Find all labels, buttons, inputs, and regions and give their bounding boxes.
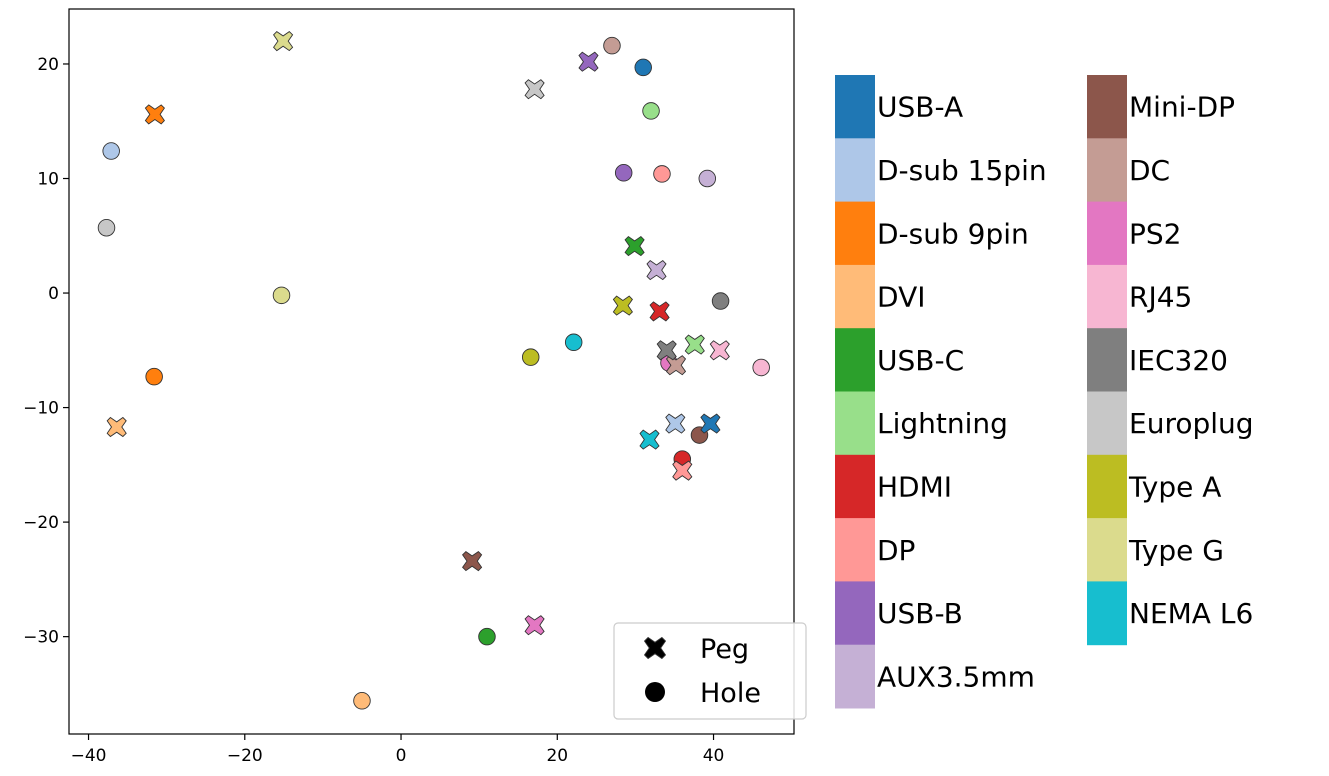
legend-label-usb-c: USB-C — [877, 344, 964, 377]
legend-label-dvi: DVI — [877, 281, 925, 314]
y-tick-label: 0 — [48, 284, 59, 304]
x-tick-label: 0 — [396, 746, 407, 766]
legend-swatch-usb-b — [835, 581, 875, 646]
plot-frame — [68, 8, 795, 735]
legend-label-hdmi: HDMI — [877, 470, 952, 503]
legend-label-peg: Peg — [700, 634, 749, 665]
connector-color-legend: USB-A D-sub 15pin D-sub 9pin DVI USB-C Lightn… — [835, 75, 1254, 709]
data-markers — [97, 31, 770, 710]
x-tick-label: 20 — [546, 746, 568, 766]
legend-label-dc: DC — [1129, 154, 1170, 187]
peg-point-usb-a — [700, 413, 721, 434]
legend-label-nema-l6: NEMA L6 — [1129, 597, 1253, 630]
hole-point-type-g — [272, 286, 291, 305]
hole-point-d-sub-9pin — [145, 367, 163, 386]
legend-label-hole: Hole — [700, 678, 761, 709]
legend-label-usb-a: USB-A — [877, 91, 963, 124]
legend-swatch-type-a — [1087, 454, 1127, 519]
peg-point-ps2 — [524, 615, 545, 636]
legend-label-rj45: RJ45 — [1129, 281, 1192, 314]
hole-point-dvi — [353, 692, 371, 710]
legend-swatch-aux3-5mm — [835, 644, 875, 709]
peg-point-d-sub-9pin — [144, 104, 165, 125]
peg-point-type-g — [273, 31, 294, 52]
hole-point-dp — [653, 165, 671, 183]
legend-swatch-mini-dp — [1087, 75, 1127, 139]
peg-point-hdmi — [649, 301, 670, 322]
y-tick-label: 10 — [37, 170, 59, 190]
axis-ticks: −40 −20 0 20 40 20 10 0 −10 −20 −30 — [23, 55, 724, 766]
hole-point-lightning — [642, 102, 660, 120]
legend-swatch-iec320 — [1087, 328, 1127, 392]
hole-point-usb-c — [478, 627, 496, 646]
hole-point-aux3-5mm — [698, 169, 717, 188]
legend-swatch-dp — [835, 518, 875, 582]
hole-point-dc — [603, 36, 621, 55]
legend-label-usb-b: USB-B — [877, 597, 963, 630]
peg-marker-symbol — [643, 636, 667, 660]
peg-point-dvi — [106, 416, 127, 438]
legend-label-aux3-5mm: AUX3.5mm — [877, 660, 1035, 693]
hole-point-iec320 — [711, 292, 730, 310]
hole-point-rj45 — [752, 358, 770, 377]
y-tick-label: 20 — [37, 55, 59, 75]
legend-label-iec320: IEC320 — [1129, 344, 1228, 377]
peg-point-rj45 — [709, 340, 730, 361]
hole-point-usb-b — [614, 164, 633, 182]
hole-point-type-a — [521, 348, 540, 366]
peg-point-dp — [672, 460, 693, 481]
y-tick-label: −20 — [23, 513, 59, 533]
peg-point-type-a — [612, 295, 633, 316]
peg-point-usb-b — [578, 51, 599, 72]
legend-label-europlug: Europlug — [1129, 407, 1254, 440]
legend-label-ps2: PS2 — [1129, 217, 1181, 250]
legend-label-mini-dp: Mini-DP — [1129, 91, 1235, 124]
peg-point-nema-l6 — [639, 429, 660, 450]
peg-point-mini-dp — [462, 551, 483, 572]
peg-point-usb-c — [624, 236, 645, 257]
legend-swatch-nema-l6 — [1087, 581, 1127, 646]
legend-label-type-g: Type G — [1128, 534, 1224, 567]
hole-point-d-sub-15pin — [102, 142, 120, 160]
legend-label-d-sub-15pin: D-sub 15pin — [877, 154, 1047, 187]
peg-point-lightning — [684, 334, 705, 355]
y-tick-label: −10 — [23, 399, 59, 419]
legend-swatch-europlug — [1087, 391, 1127, 456]
legend-swatch-d-sub-15pin — [835, 138, 875, 203]
legend-swatch-dvi — [835, 264, 875, 329]
hole-marker-symbol — [645, 682, 665, 702]
legend-swatch-ps2 — [1087, 201, 1127, 266]
y-tick-label: −30 — [23, 628, 59, 648]
legend-swatch-usb-c — [835, 328, 875, 392]
legend-swatch-usb-a — [835, 75, 875, 139]
hole-point-nema-l6 — [564, 333, 583, 352]
peg-point-europlug — [524, 79, 545, 100]
legend-swatch-type-g — [1087, 518, 1127, 582]
legend-label-lightning: Lightning — [877, 407, 1008, 440]
hole-point-usb-a — [634, 58, 652, 77]
legend-swatch-lightning — [835, 391, 875, 456]
peg-point-iec320 — [656, 340, 677, 361]
peg-point-dc — [665, 355, 687, 376]
legend-swatch-hdmi — [835, 454, 875, 519]
legend-swatch-rj45 — [1087, 264, 1127, 329]
marker-shape-legend: Peg Hole — [613, 622, 807, 720]
legend-label-type-a: Type A — [1128, 470, 1221, 503]
peg-point-aux3-5mm — [646, 260, 667, 281]
legend-label-d-sub-9pin: D-sub 9pin — [877, 217, 1029, 250]
legend-swatch-d-sub-9pin — [835, 201, 875, 266]
peg-point-d-sub-15pin — [665, 413, 686, 434]
x-tick-label: −40 — [71, 746, 107, 766]
x-tick-label: 40 — [703, 746, 725, 766]
legend-swatch-dc — [1087, 138, 1127, 203]
legend-label-dp: DP — [877, 534, 915, 567]
x-tick-label: −20 — [227, 746, 263, 766]
hole-point-europlug — [97, 219, 116, 237]
